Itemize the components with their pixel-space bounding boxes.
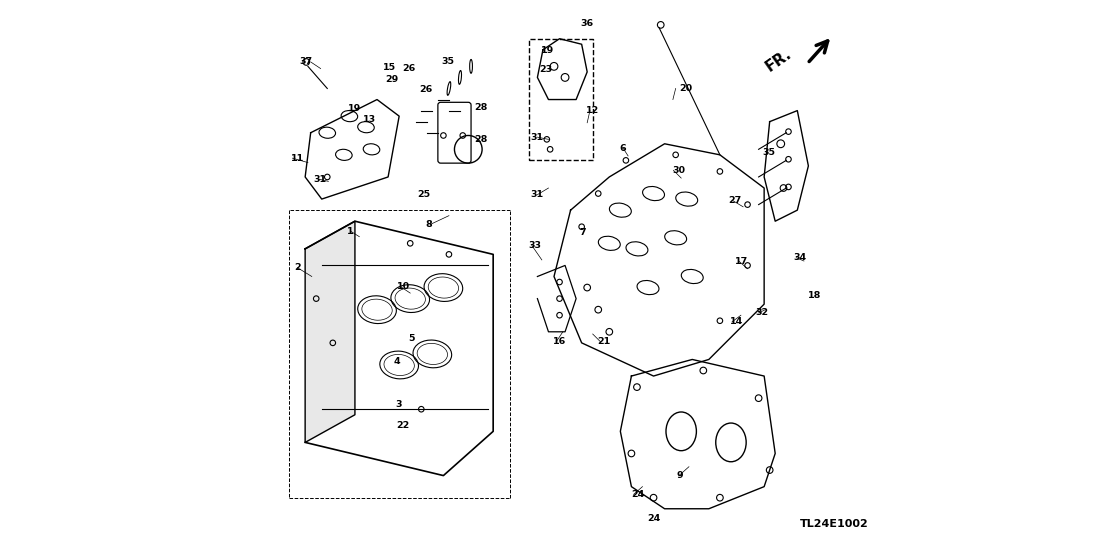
Text: TL24E1002: TL24E1002: [800, 519, 869, 529]
Text: 9: 9: [677, 471, 684, 480]
Text: 30: 30: [673, 166, 686, 175]
Text: 31: 31: [312, 175, 326, 184]
Text: 10: 10: [397, 282, 410, 291]
Text: 25: 25: [417, 190, 430, 199]
Text: 37: 37: [299, 58, 312, 66]
Text: 17: 17: [736, 257, 749, 265]
Text: 26: 26: [402, 64, 416, 73]
Text: 19: 19: [541, 46, 554, 55]
Text: 33: 33: [529, 241, 542, 250]
Text: 31: 31: [531, 190, 544, 199]
Text: 29: 29: [386, 75, 399, 84]
Text: 26: 26: [419, 85, 432, 94]
Text: 16: 16: [553, 337, 566, 346]
Text: 24: 24: [632, 490, 645, 499]
Text: 24: 24: [647, 514, 660, 523]
Text: 13: 13: [363, 115, 377, 124]
Text: 35: 35: [762, 148, 774, 157]
Text: 19: 19: [348, 105, 361, 113]
Text: 28: 28: [474, 103, 488, 112]
Text: 14: 14: [730, 317, 743, 326]
Text: 27: 27: [729, 196, 742, 205]
Text: 6: 6: [619, 144, 626, 153]
Text: 22: 22: [396, 421, 409, 430]
Text: 23: 23: [540, 65, 553, 74]
Text: 12: 12: [586, 106, 599, 115]
Text: 4: 4: [393, 357, 400, 366]
Bar: [530, 39, 593, 160]
Text: 20: 20: [679, 84, 692, 93]
Text: 11: 11: [290, 154, 304, 163]
Polygon shape: [305, 221, 355, 442]
Text: 35: 35: [441, 58, 454, 66]
Text: 28: 28: [474, 135, 488, 144]
Text: 2: 2: [294, 263, 300, 272]
Text: 5: 5: [408, 334, 414, 343]
Text: 32: 32: [756, 309, 769, 317]
Text: 8: 8: [425, 220, 432, 229]
Text: 31: 31: [531, 133, 544, 142]
Text: 15: 15: [382, 63, 396, 72]
Text: 1: 1: [347, 227, 353, 236]
Text: 7: 7: [578, 228, 585, 237]
Text: FR.: FR.: [763, 46, 794, 75]
Text: 3: 3: [396, 400, 402, 409]
Text: 34: 34: [793, 253, 806, 262]
Text: 21: 21: [597, 337, 611, 346]
Text: 36: 36: [579, 19, 593, 28]
Text: 18: 18: [809, 291, 822, 300]
